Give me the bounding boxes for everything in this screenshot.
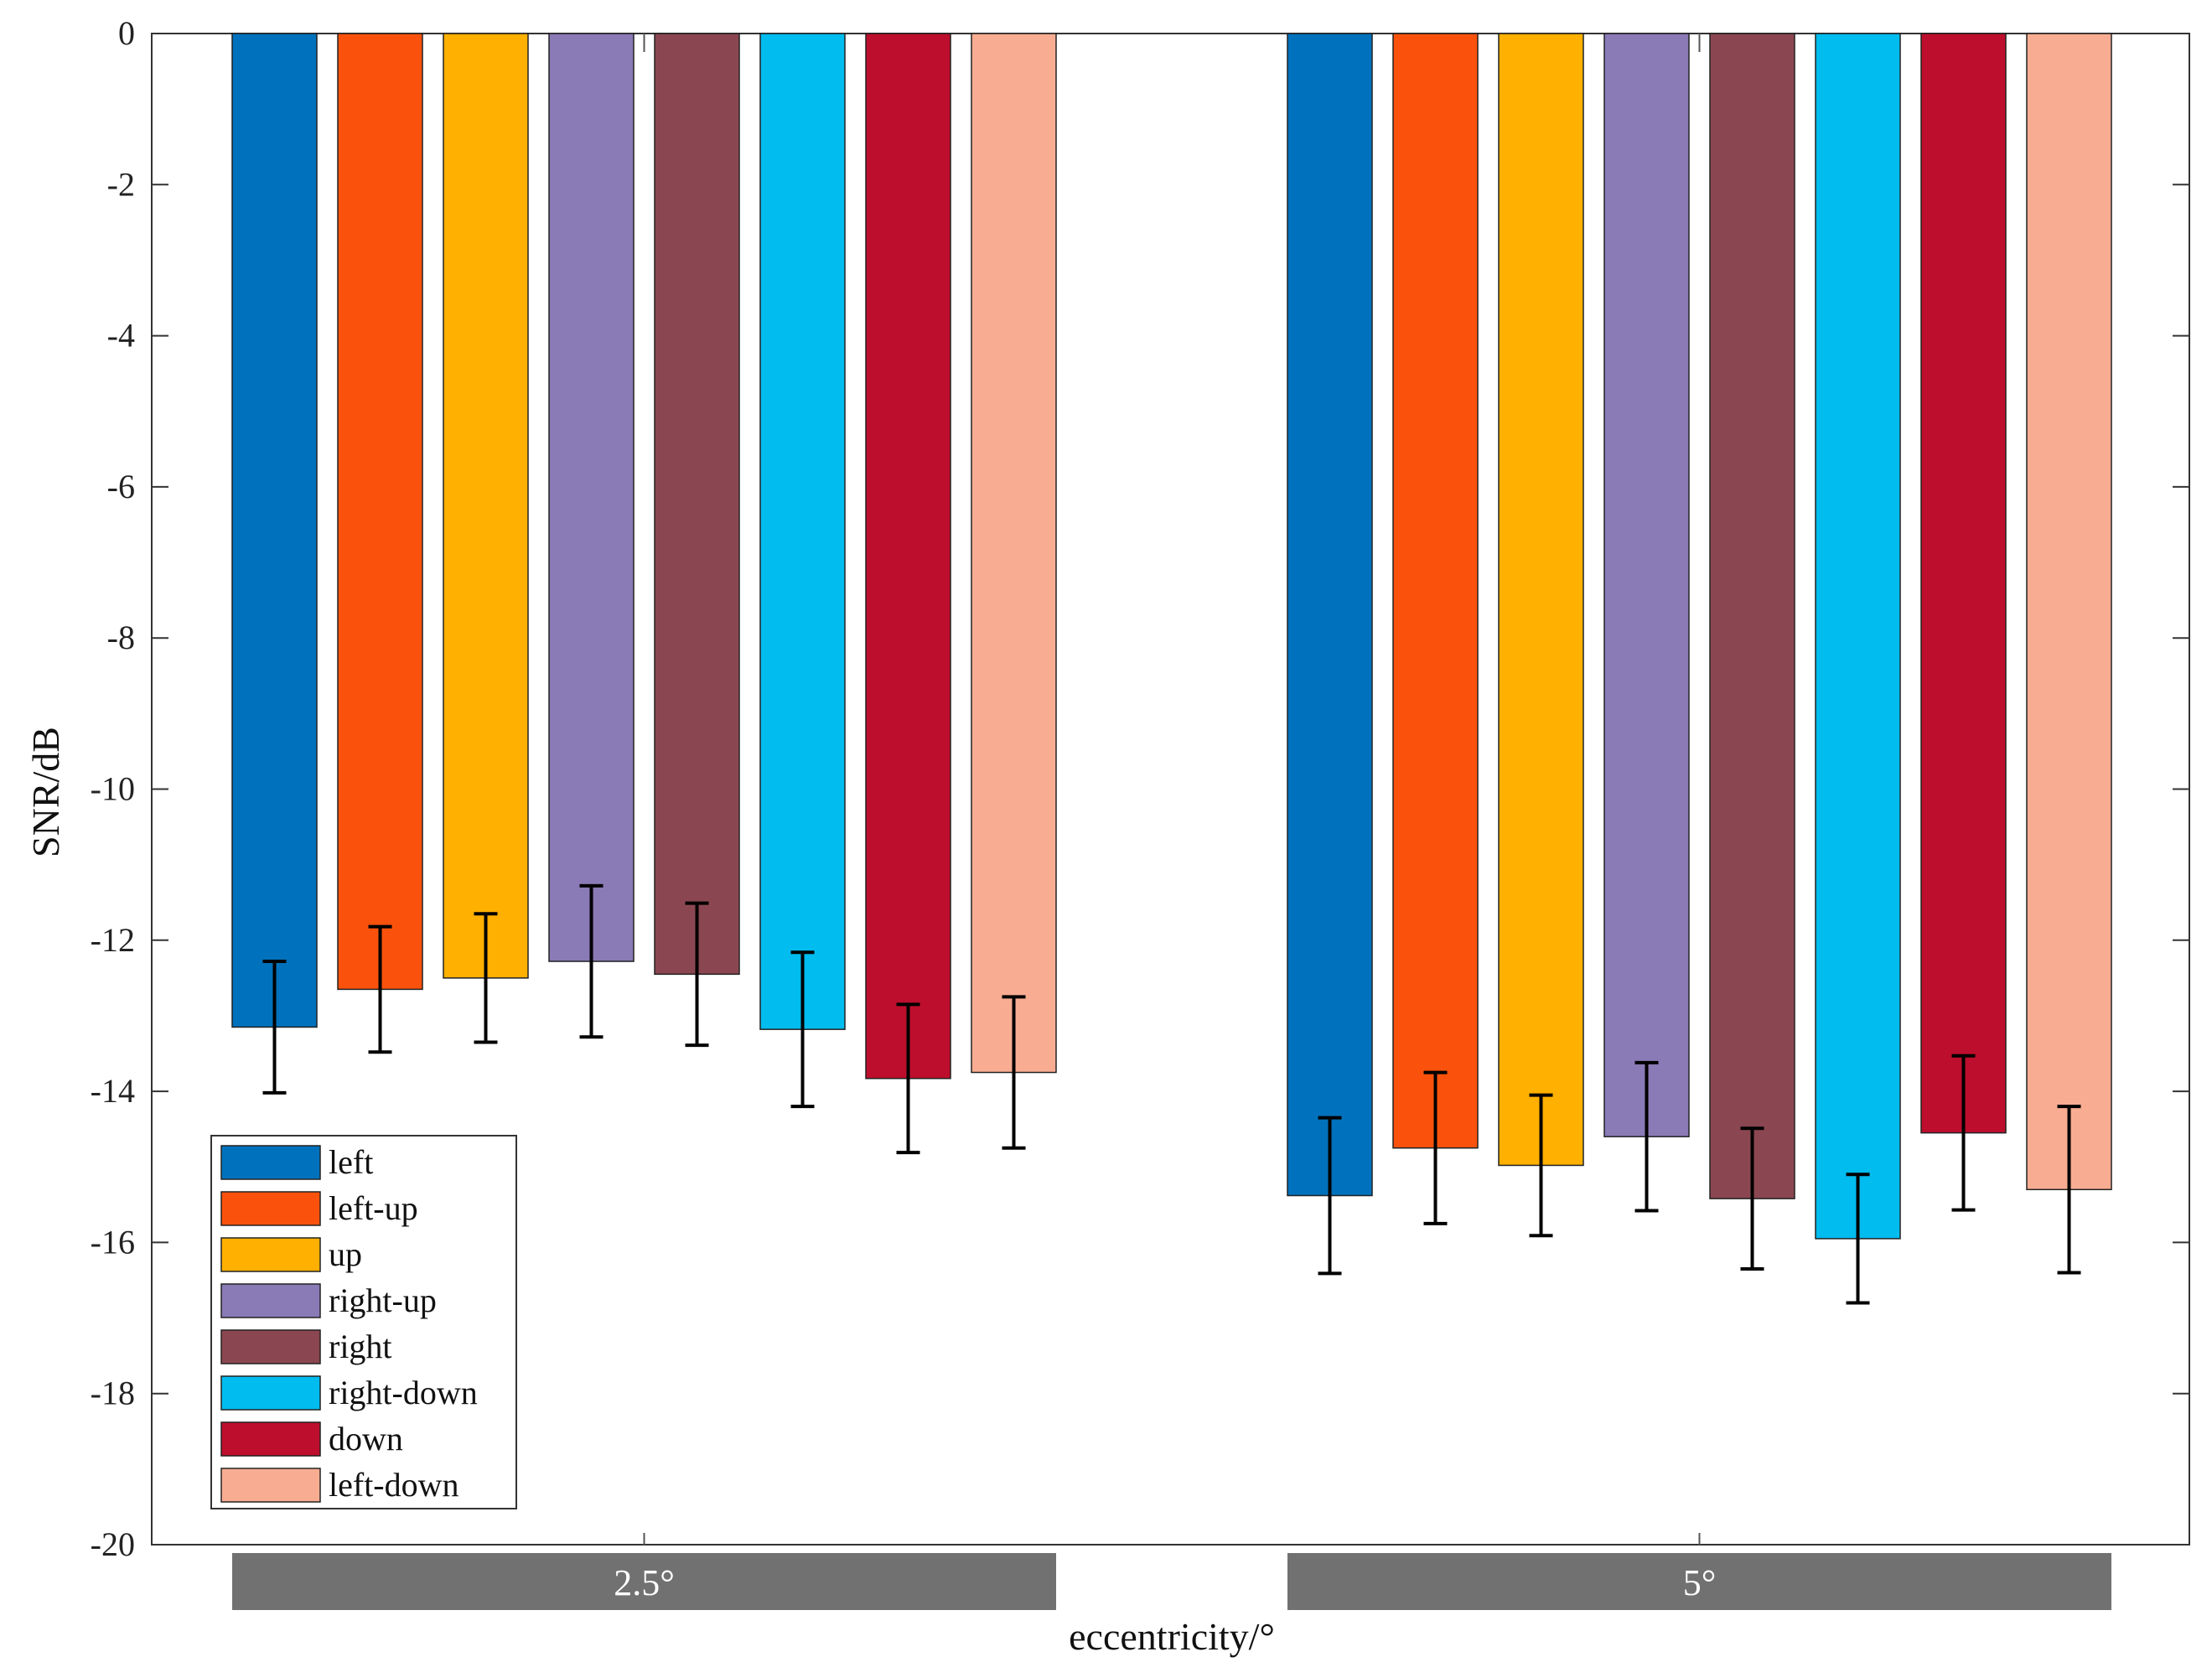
y-tick-label: -6: [107, 468, 135, 505]
y-tick-label: 0: [118, 14, 135, 52]
bar-left-down-5: [2026, 33, 2112, 1191]
legend-label-right: right: [329, 1328, 392, 1365]
x-axis-label: eccentricity/°: [1069, 1615, 1275, 1658]
legend: left left-up up right-up right right-down down…: [210, 1135, 517, 1509]
error-bars: [262, 883, 2081, 1305]
legend-label-up: up: [329, 1235, 362, 1273]
y-tick-label: -8: [107, 619, 135, 656]
legend-label-down: down: [329, 1420, 403, 1457]
category-label: 2.5°: [614, 1562, 675, 1603]
bar-up-2_5: [443, 33, 529, 979]
category-band: [232, 1553, 1056, 1610]
legend-swatch-right-up: [220, 1283, 321, 1318]
legend-swatch-up: [220, 1237, 321, 1272]
y-tick-label: -16: [91, 1223, 135, 1261]
legend-swatch-left-up: [220, 1191, 321, 1226]
bar-left-5: [1287, 33, 1373, 1197]
legend-label-left-up: left-up: [329, 1189, 418, 1227]
y-tick-label: -12: [91, 921, 135, 959]
y-axis-label: SNR/dB: [24, 727, 67, 857]
bar-right-down-5: [1815, 33, 1901, 1240]
legend-swatch-left-down: [220, 1468, 321, 1503]
bar-left-up-2_5: [337, 33, 423, 991]
bar-left-2_5: [231, 33, 318, 1028]
bars: [231, 33, 2112, 1240]
category-label: 5°: [1683, 1562, 1717, 1603]
bar-left-down-2_5: [971, 33, 1057, 1074]
y-tick-label: -20: [91, 1525, 135, 1563]
category-band: [1287, 1553, 2111, 1610]
bar-down-5: [1920, 33, 2007, 1134]
y-tick-label: -14: [91, 1072, 135, 1110]
bar-left-up-5: [1392, 33, 1479, 1149]
legend-swatch-down: [220, 1421, 321, 1457]
category-labels: 2.5° 5°: [232, 34, 2111, 1610]
y-tick-label: -4: [107, 317, 135, 355]
bar-right-5: [1709, 33, 1795, 1199]
y-tick-label: -18: [91, 1375, 135, 1412]
legend-swatch-right: [220, 1329, 321, 1364]
legend-label-left: left: [329, 1143, 373, 1181]
bar-down-2_5: [865, 33, 951, 1080]
legend-label-right-down: right-down: [329, 1374, 478, 1411]
bar-right-up-2_5: [548, 33, 635, 962]
y-tick-label: -10: [91, 770, 135, 808]
bar-up-5: [1498, 33, 1584, 1167]
y-axis: 0 -2 -4 -6 -8 -10 -12 -14 -16 -18 -20: [91, 14, 2189, 1563]
legend-label-right-up: right-up: [329, 1281, 437, 1319]
legend-label-left-down: left-down: [329, 1466, 459, 1504]
legend-swatch-right-down: [220, 1375, 321, 1411]
bar-right-2_5: [654, 33, 740, 976]
bar-right-down-2_5: [759, 33, 846, 1030]
legend-swatch-left: [220, 1145, 321, 1180]
y-tick-label: -2: [107, 165, 135, 203]
bar-right-up-5: [1603, 33, 1690, 1137]
